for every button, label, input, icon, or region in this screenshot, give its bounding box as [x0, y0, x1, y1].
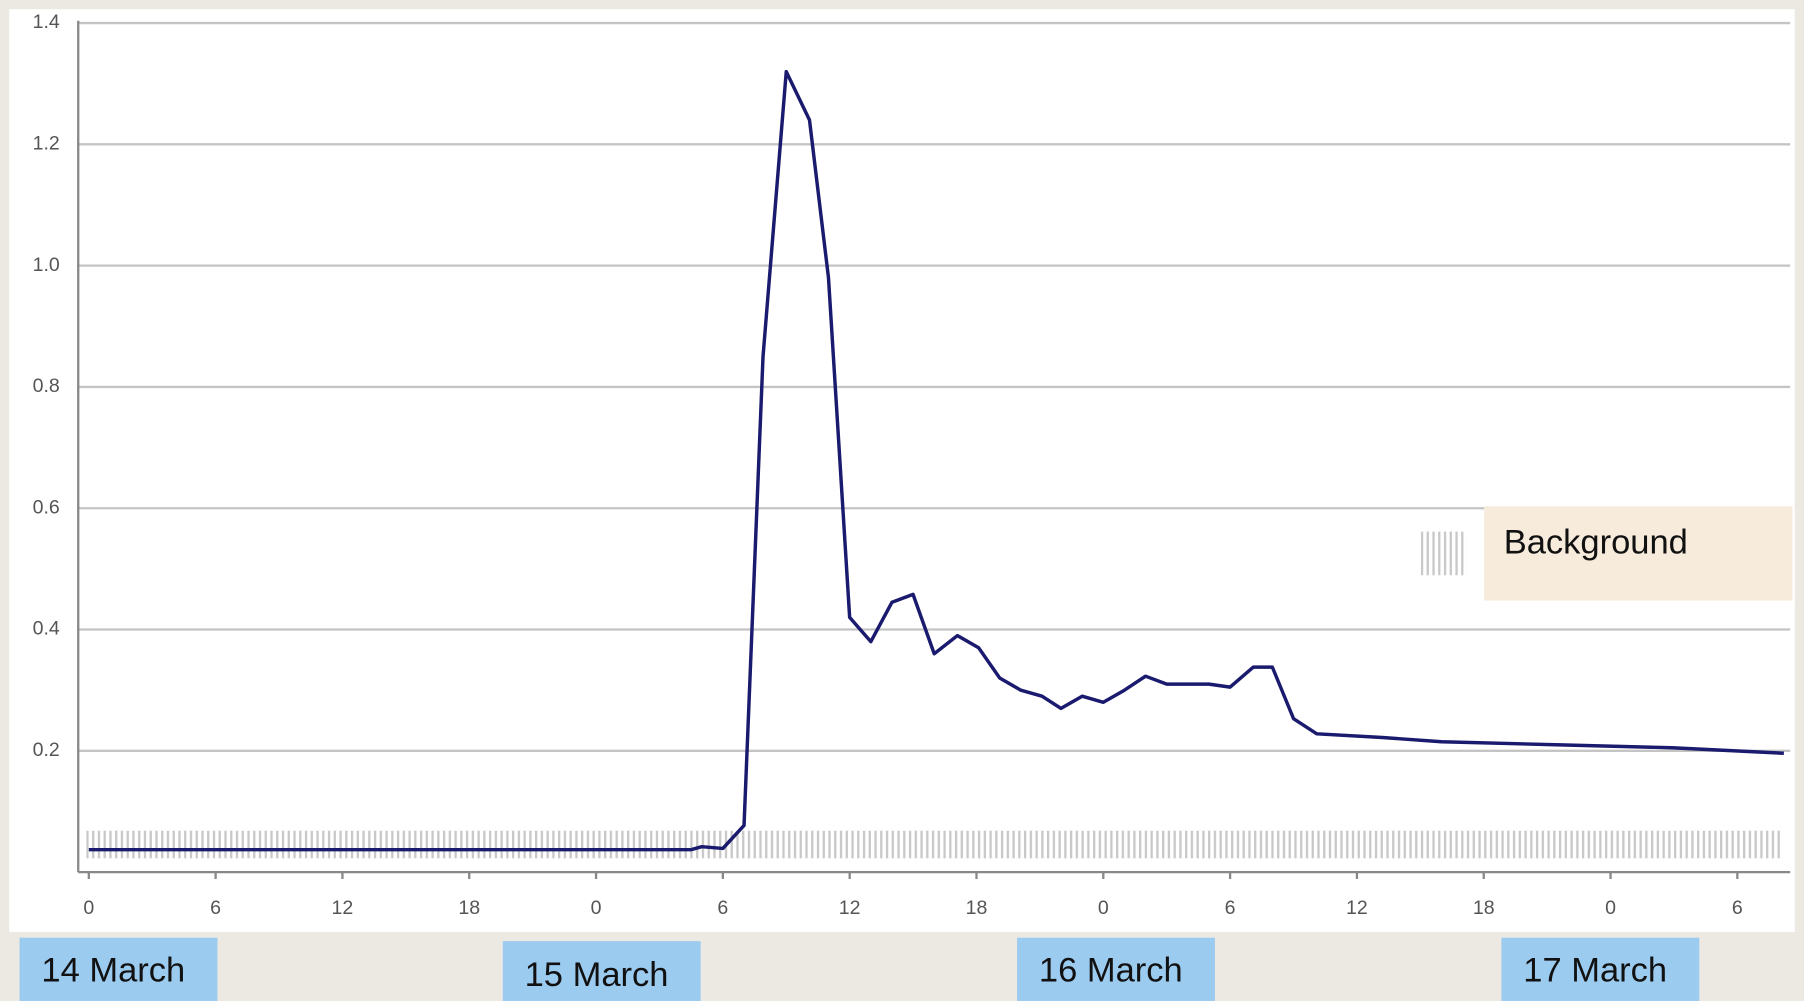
y-tick-label: 1.0: [33, 254, 60, 276]
date-label: 16 March: [1039, 951, 1183, 989]
plot-background: [9, 9, 1795, 932]
y-tick-label: 0.4: [33, 618, 60, 640]
data-line: [88, 69, 1784, 852]
x-tick-label: 12: [1346, 897, 1368, 919]
x-tick-label: 6: [210, 897, 221, 919]
date-box: [19, 937, 218, 1001]
date-label: 15 March: [525, 956, 669, 994]
y-tick-label: 0.6: [33, 496, 60, 518]
date-box: [1017, 937, 1215, 1001]
x-tick-label: 6: [1732, 897, 1743, 919]
x-tick-label: 12: [332, 897, 354, 919]
x-tick-label: 6: [717, 897, 728, 919]
date-label: 14 March: [41, 951, 185, 989]
x-tick-label: 18: [458, 897, 480, 919]
date-box: [502, 941, 701, 1001]
x-tick-label: 0: [83, 897, 94, 919]
date-label: 17 March: [1523, 951, 1667, 989]
x-tick-label: 18: [966, 897, 988, 919]
legend-swatch: [1420, 531, 1467, 576]
y-tick-label: 0.8: [33, 375, 60, 397]
background-band: [86, 830, 1781, 859]
y-tick-label: 1.2: [33, 133, 60, 155]
legend-box: [1484, 506, 1793, 601]
legend-label: Background: [1504, 523, 1688, 561]
x-tick-label: 12: [839, 897, 861, 919]
x-tick-label: 6: [1225, 897, 1236, 919]
x-tick-label: 0: [591, 897, 602, 919]
date-box: [1501, 937, 1700, 1001]
x-tick-label: 0: [1098, 897, 1109, 919]
y-tick-label: 1.4: [33, 11, 60, 33]
x-tick-label: 18: [1473, 897, 1495, 919]
x-tick-label: 0: [1605, 897, 1616, 919]
y-tick-label: 0.2: [33, 739, 60, 761]
